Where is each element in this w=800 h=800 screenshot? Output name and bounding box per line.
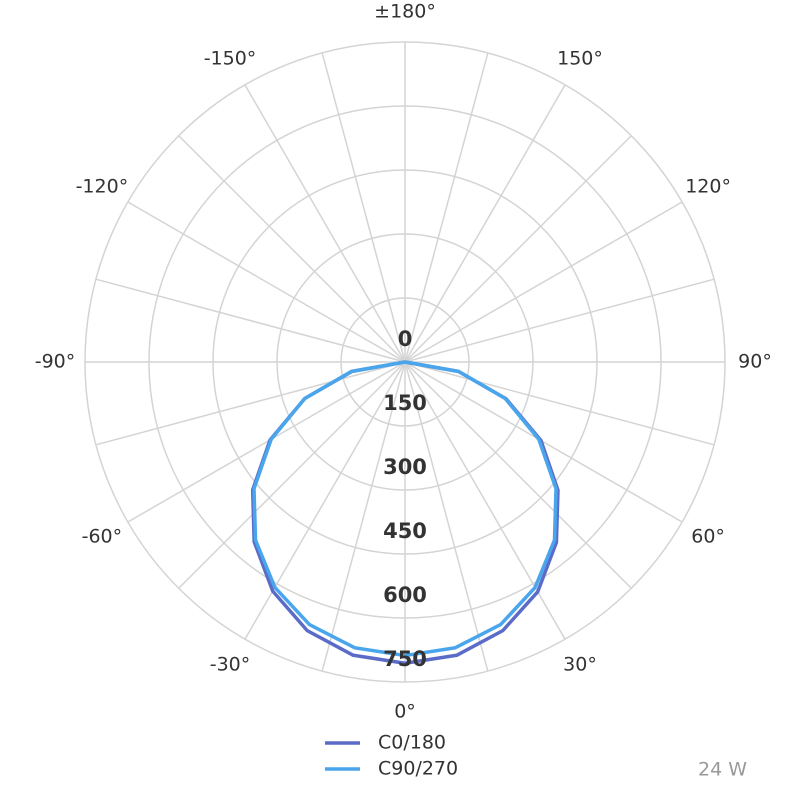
grid-spoke	[321, 52, 406, 363]
grid-spoke	[404, 278, 715, 363]
grid-spoke	[178, 361, 406, 589]
grid-spoke	[95, 361, 406, 446]
theta-tick-label: 90°	[738, 351, 772, 373]
theta-tick-label: 30°	[563, 654, 597, 676]
grid-spoke	[321, 361, 406, 672]
theta-tick-label: 150°	[557, 47, 603, 69]
power-note: 24 W	[698, 759, 747, 781]
legend-label: C0/180	[378, 732, 446, 754]
grid-spoke	[95, 278, 406, 363]
curves	[250, 360, 560, 665]
r-tick-label: 600	[383, 583, 427, 607]
theta-tick-label: -150°	[204, 47, 257, 69]
r-tick-label: 300	[383, 455, 427, 479]
theta-tick-label: ±180°	[374, 1, 436, 23]
theta-tick-label: 120°	[685, 176, 731, 198]
grid-spoke	[244, 84, 406, 363]
grid-spoke	[244, 361, 406, 640]
theta-tick-label: 0°	[394, 701, 416, 723]
grid-spoke	[404, 361, 683, 523]
grid-spoke	[404, 52, 489, 363]
r-tick-label: 750	[383, 647, 427, 671]
grid-spoke	[127, 361, 406, 523]
grid-spoke	[404, 201, 683, 363]
r-tick-label: 150	[383, 391, 427, 415]
legend-label: C90/270	[378, 758, 458, 780]
grid	[84, 41, 726, 683]
grid-spoke	[127, 201, 406, 363]
grid-spoke	[404, 361, 632, 589]
grid-spoke	[404, 361, 715, 446]
grid-spoke	[404, 361, 489, 672]
grid-spoke	[404, 135, 632, 363]
r-tick-label: 0	[398, 327, 413, 351]
theta-tick-label: -30°	[210, 654, 251, 676]
series-curve	[252, 360, 558, 658]
grid-spoke	[404, 361, 566, 640]
theta-tick-label: 60°	[691, 526, 725, 548]
theta-tick-label: -120°	[76, 176, 129, 198]
grid-spoke	[178, 135, 406, 363]
theta-tick-label: -60°	[82, 526, 123, 548]
theta-tick-label: -90°	[35, 351, 76, 373]
r-tick-label: 450	[383, 519, 427, 543]
grid-spoke	[404, 84, 566, 363]
labels: 0 150 300 450 600 750 0° 30° 60° 90° 120° 150° ±180°…	[35, 1, 772, 723]
